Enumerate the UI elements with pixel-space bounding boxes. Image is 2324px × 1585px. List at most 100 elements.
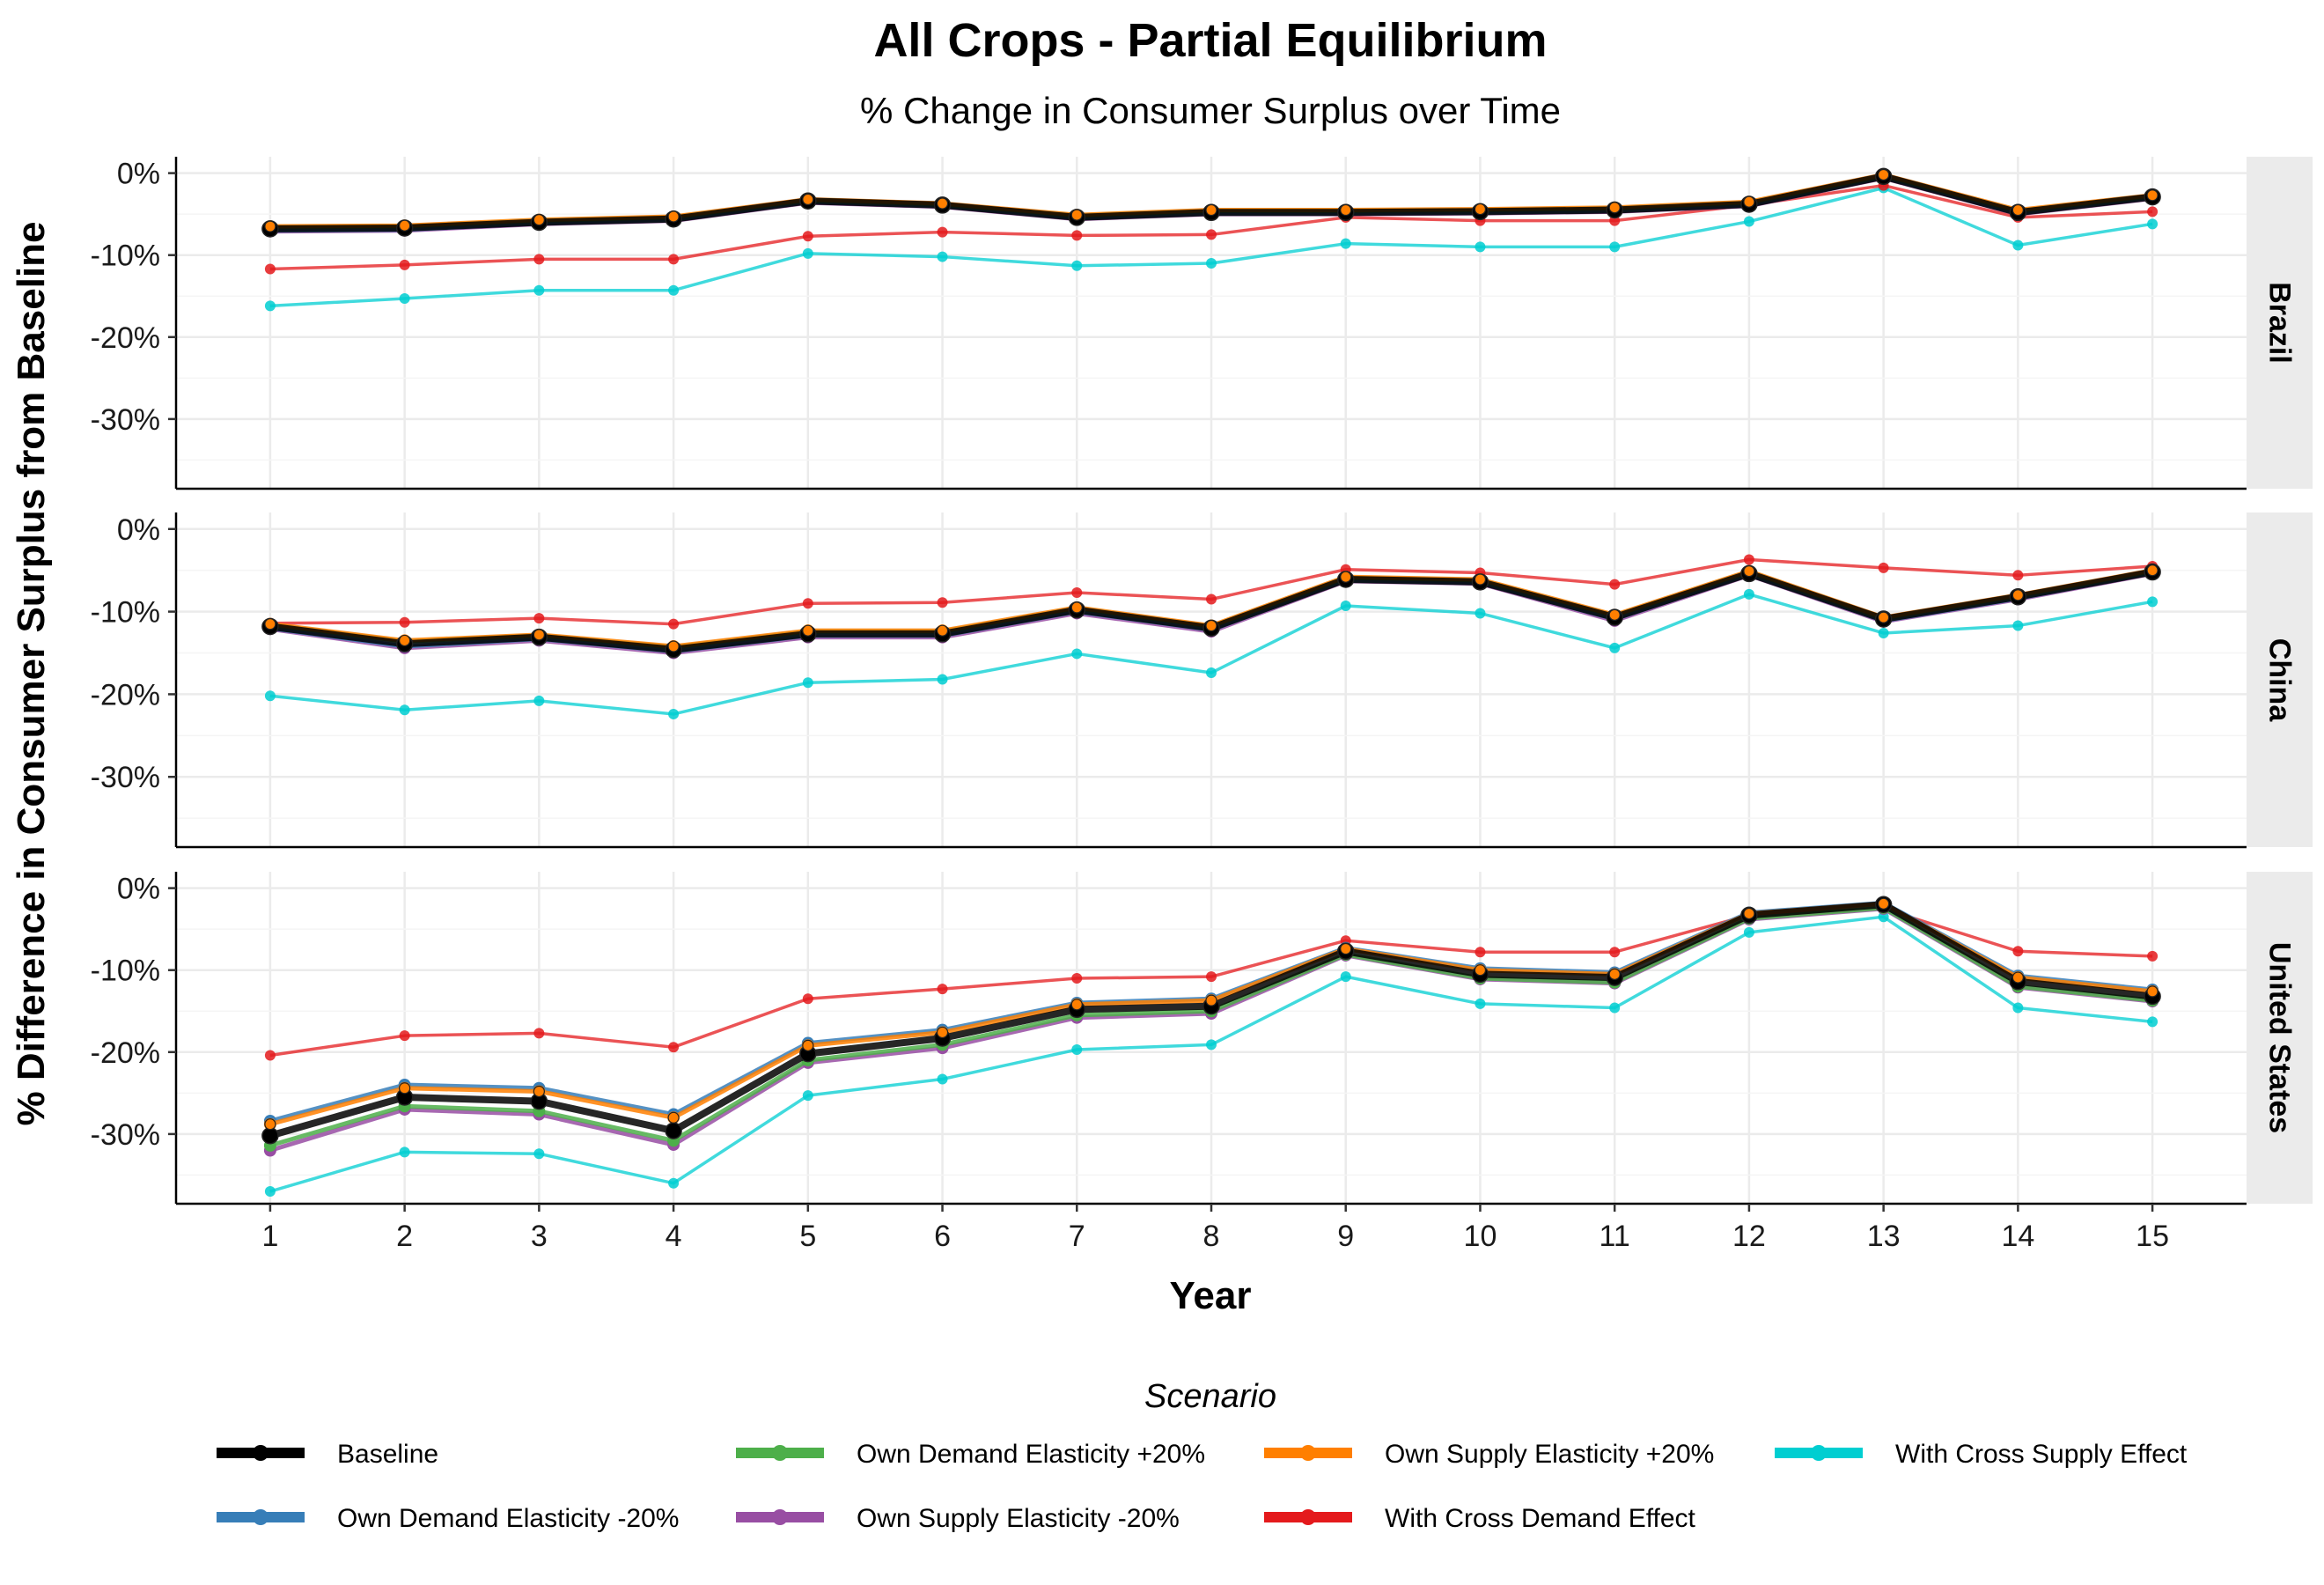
data-point: [668, 284, 680, 296]
data-point: [1070, 209, 1083, 221]
data-point: [264, 220, 276, 232]
data-point: [399, 293, 410, 305]
data-point: [261, 1126, 279, 1145]
legend-key-dot: [772, 1509, 788, 1525]
panels: 0%-10%-20%-30%Brazil0%-10%-20%-30%China0…: [91, 157, 2313, 1205]
data-point: [1205, 619, 1217, 632]
data-point: [1609, 1002, 1621, 1014]
data-point: [1878, 627, 1889, 638]
data-point: [802, 598, 813, 609]
data-point: [1608, 202, 1621, 214]
data-point: [264, 690, 276, 702]
legend-key-dot: [1811, 1445, 1827, 1461]
data-point: [2011, 971, 2024, 984]
data-point: [1206, 593, 1217, 605]
data-point: [1071, 260, 1083, 271]
data-point: [2146, 189, 2159, 202]
data-point: [1609, 642, 1621, 653]
series-overlay: [264, 168, 2159, 232]
data-point: [1878, 168, 1890, 181]
y-tick-label: 0%: [117, 873, 160, 906]
data-point: [533, 1148, 545, 1160]
series-with-cross-supply-effect: [264, 588, 2159, 719]
legend-item-own-supply-elasticity-20: Own Supply Elasticity -20%: [736, 1504, 1180, 1533]
data-point: [2147, 1016, 2159, 1028]
data-point: [2011, 203, 2024, 217]
data-point: [2147, 218, 2159, 230]
legend-key-dot: [253, 1445, 268, 1461]
legend-key-dot: [253, 1509, 268, 1525]
series-with-cross-supply-effect: [264, 182, 2159, 312]
data-point: [1609, 579, 1621, 590]
data-point: [1609, 947, 1621, 958]
data-point: [1206, 258, 1217, 269]
legend-item-own-demand-elasticity-20: Own Demand Elasticity -20%: [217, 1504, 679, 1533]
data-point: [1340, 942, 1352, 955]
x-tick-label: 8: [1203, 1220, 1220, 1253]
panel-china: 0% -10% -20% -30% China: [91, 512, 2313, 849]
data-point: [399, 1082, 411, 1095]
x-axis-title: Year: [1170, 1274, 1252, 1317]
data-point: [802, 993, 813, 1005]
y-axis-title: % Difference in Consumer Surplus from Ba…: [10, 222, 53, 1126]
y-tick-label: -10%: [91, 955, 160, 988]
data-point: [802, 624, 814, 637]
data-point: [399, 634, 411, 647]
y-tick-label: -10%: [91, 596, 160, 630]
data-point: [802, 677, 813, 689]
data-point: [668, 708, 680, 719]
legend-item-own-demand-elasticity-20: Own Demand Elasticity +20%: [736, 1440, 1205, 1469]
x-tick-label: 6: [934, 1220, 951, 1253]
data-point: [2012, 946, 2024, 957]
data-point: [937, 226, 948, 238]
data-point: [1205, 994, 1217, 1006]
data-point: [264, 1118, 276, 1131]
data-point: [399, 1146, 410, 1158]
strip-label-china: China: [2263, 638, 2297, 723]
data-point: [2147, 596, 2159, 608]
legend-key-dot: [1300, 1509, 1316, 1525]
x-tick-label: 1: [261, 1220, 278, 1253]
data-point: [2012, 240, 2024, 251]
series-overlay: [264, 564, 2159, 652]
data-point: [264, 1050, 276, 1061]
data-point: [1609, 241, 1621, 253]
data-point: [533, 695, 545, 706]
legend-item-with-cross-supply-effect: With Cross Supply Effect: [1775, 1440, 2188, 1469]
legend-label: Own Supply Elasticity +20%: [1385, 1440, 1714, 1469]
chart-subtitle: % Change in Consumer Surplus over Time: [860, 90, 1561, 131]
data-point: [264, 300, 276, 312]
data-point: [1878, 611, 1890, 623]
legend-key-dot: [1300, 1445, 1316, 1461]
data-point: [533, 1085, 545, 1098]
data-point: [1340, 601, 1351, 612]
panel-united-states: 0% -10% -20% -30% United States: [91, 872, 2313, 1205]
data-point: [1340, 571, 1352, 583]
data-point: [2012, 570, 2024, 581]
data-point: [533, 254, 545, 265]
data-point: [1608, 968, 1621, 980]
data-point: [1206, 229, 1217, 240]
data-point: [668, 618, 680, 630]
data-point: [802, 1039, 814, 1051]
data-point: [1206, 1039, 1217, 1051]
data-point: [937, 597, 948, 608]
data-point: [1340, 971, 1351, 983]
data-point: [1070, 999, 1083, 1011]
data-point: [937, 984, 948, 995]
data-point: [1474, 573, 1487, 586]
x-tick-label: 9: [1337, 1220, 1354, 1253]
data-point: [1071, 587, 1083, 599]
data-point: [665, 1122, 682, 1139]
legend-label: With Cross Supply Effect: [1895, 1440, 2188, 1469]
y-tick-label: -20%: [91, 321, 160, 355]
data-point: [533, 214, 545, 226]
data-point: [399, 1030, 410, 1042]
data-point: [1475, 241, 1486, 253]
data-point: [2012, 620, 2024, 631]
legend-label: Baseline: [337, 1440, 438, 1469]
data-point: [264, 1186, 276, 1198]
data-point: [1474, 203, 1487, 216]
strip-brazil: [2247, 157, 2313, 489]
